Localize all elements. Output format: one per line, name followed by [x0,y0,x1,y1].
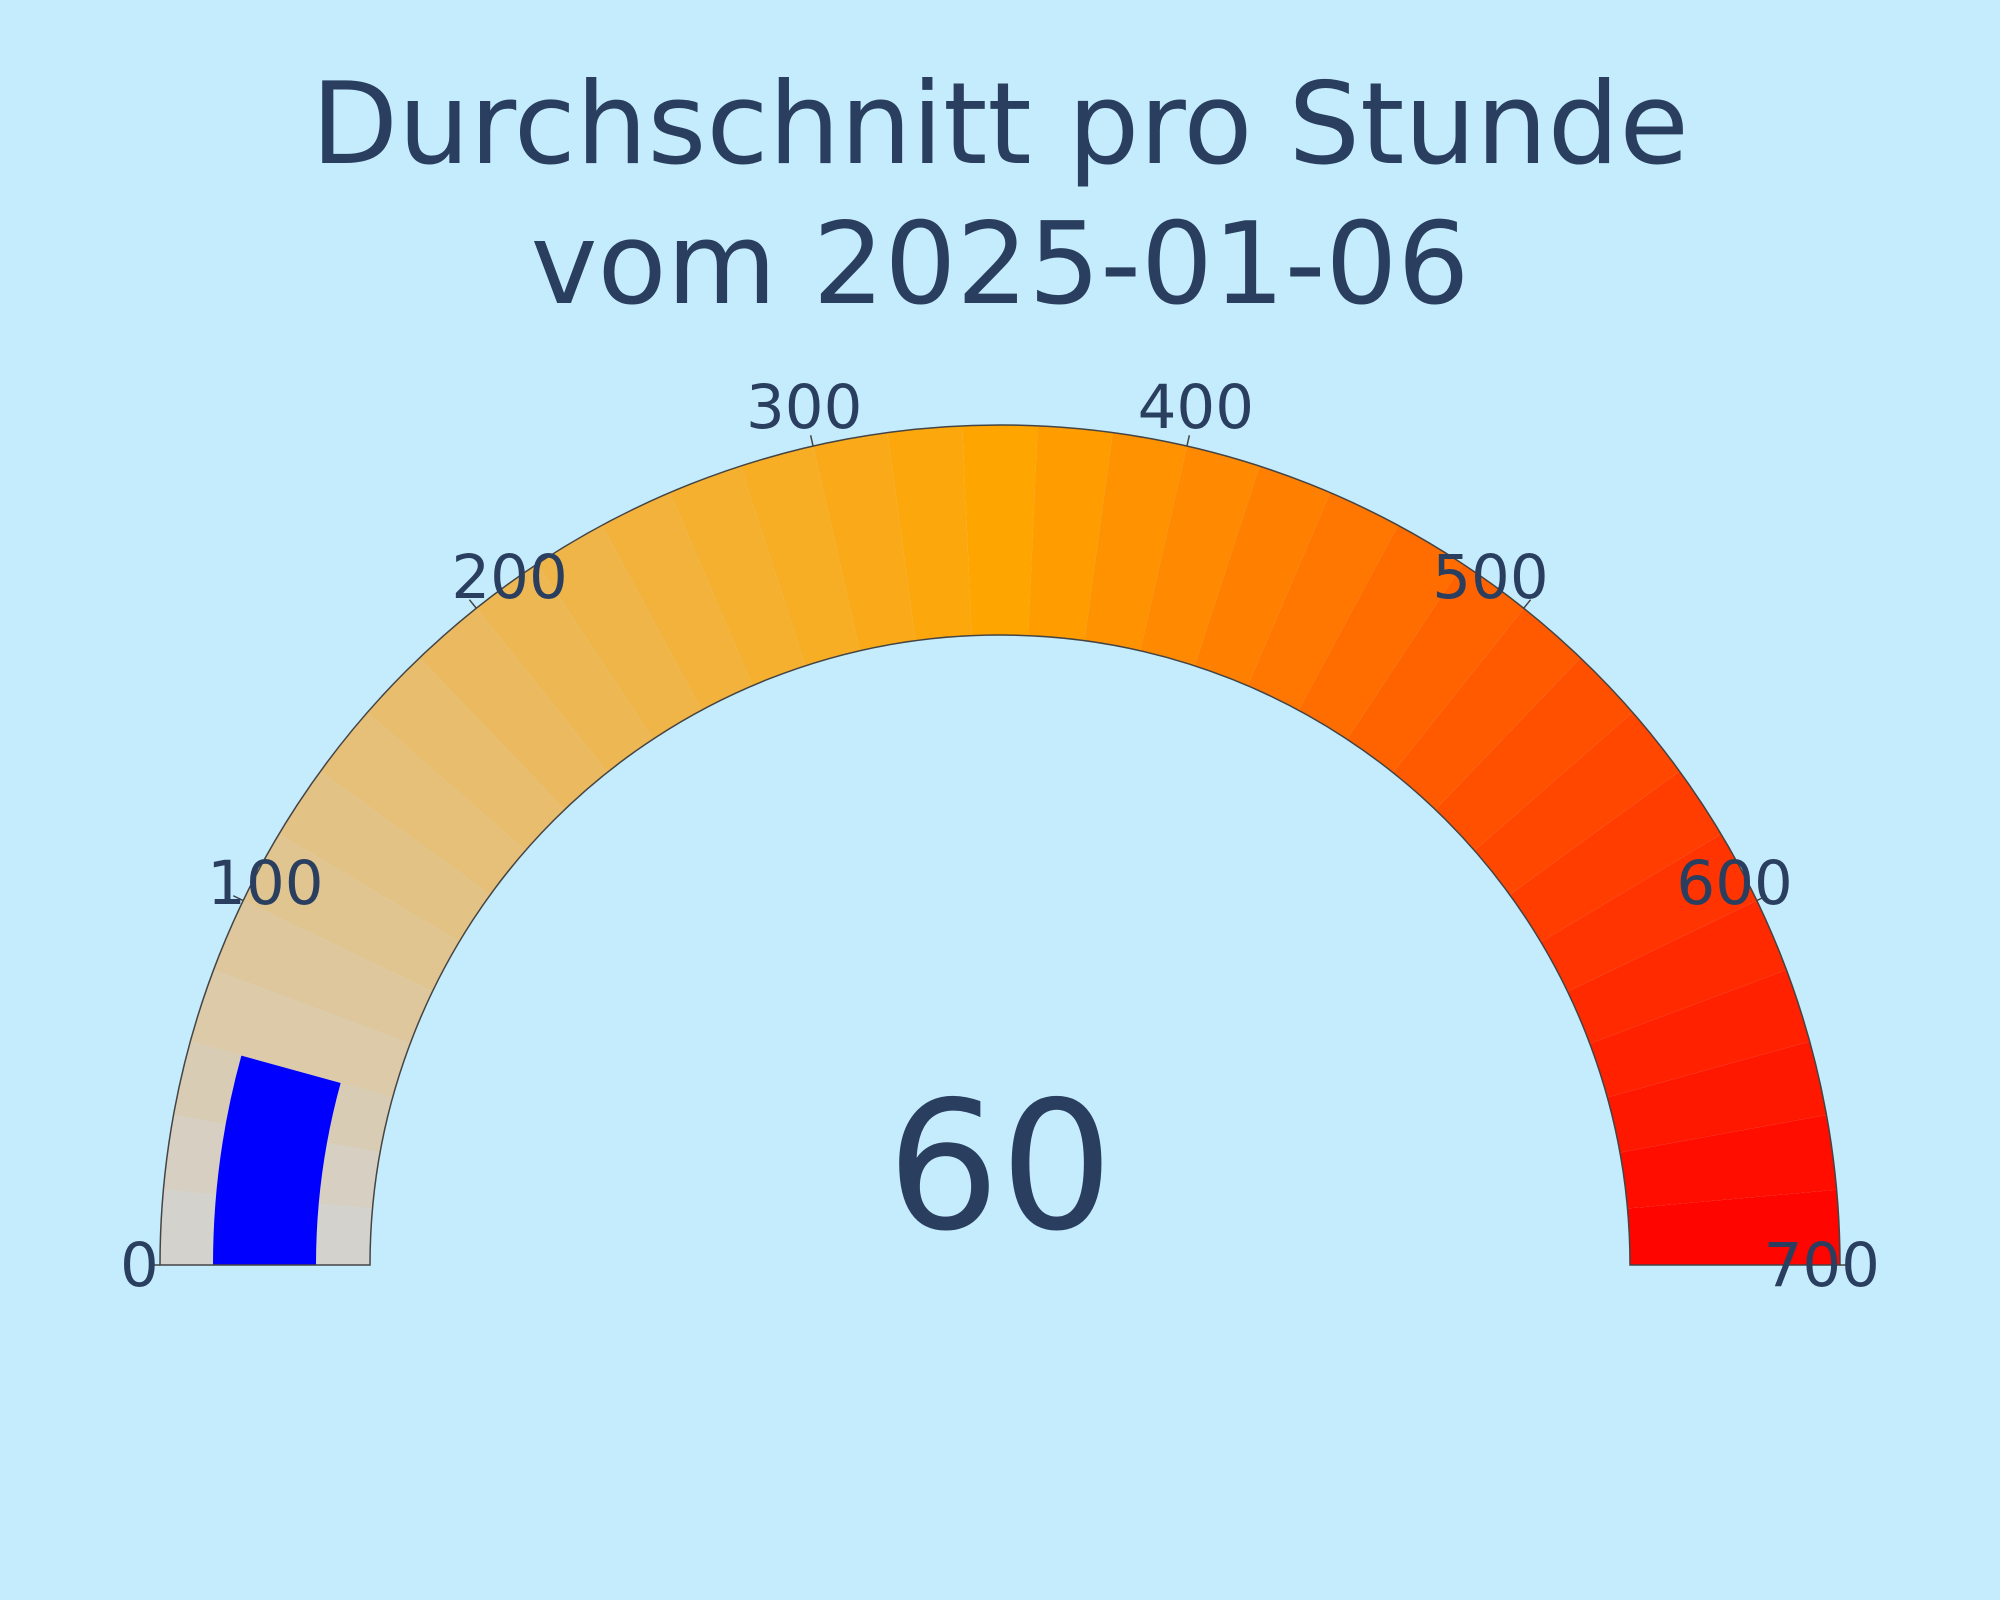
tick-label-300: 300 [746,372,862,443]
gauge-step-16 [887,425,972,641]
gauge-step-17 [962,425,1038,636]
tick-mark-200 [468,599,477,609]
gauge-color-steps [160,425,1840,1265]
gauge-step-32 [1607,1041,1827,1153]
gauge-step-34 [1627,1189,1840,1265]
gauge-step-5 [243,834,460,992]
gauge-axis: 0 100 200 300 400 500 600 700 [120,372,1880,1301]
gauge-step-33 [1619,1115,1837,1209]
tick-label-200: 200 [451,542,567,613]
gauge-step-15 [813,432,916,651]
gauge-step-21 [1194,466,1331,686]
gauge-step-27 [1474,712,1680,895]
gauge-step-26 [1435,657,1633,851]
gauge-step-18 [1028,425,1113,641]
gauge-step-11 [537,525,702,740]
gauge-step-28 [1509,771,1722,942]
tick-mark-400 [1186,435,1191,447]
gauge-border [159,424,1841,1266]
gauge-step-9 [419,608,608,810]
gauge-step-14 [740,446,860,666]
tick-mark-500 [1523,599,1532,609]
gauge-step-25 [1392,608,1581,810]
tick-mark-300 [809,435,814,447]
gauge-step-29 [1540,834,1757,992]
gauge-step-20 [1140,446,1260,666]
gauge-step-31 [1589,969,1810,1098]
gauge-step-30 [1567,900,1787,1044]
tick-label-400: 400 [1138,372,1254,443]
tick-label-100: 100 [207,848,323,919]
gauge-value-number: 60 [887,1063,1114,1270]
gauge-step-19 [1084,432,1187,651]
gauge-step-24 [1347,563,1524,773]
tick-label-0: 0 [120,1230,159,1301]
chart-title: Durchschnitt pro Stunde vom 2025-01-06 [311,58,1689,330]
tick-label-600: 600 [1676,848,1792,919]
gauge-step-23 [1298,525,1463,740]
gauge-step-10 [476,563,653,773]
title-line-1: Durchschnitt pro Stunde [311,58,1689,190]
tick-mark-100 [232,895,244,902]
gauge-step-4 [213,900,433,1044]
tick-label-500: 500 [1432,542,1548,613]
gauge-bar-fill [213,1055,341,1265]
gauge-step-12 [601,492,753,711]
title-line-2: vom 2025-01-06 [531,198,1470,330]
gauge-step-7 [320,712,526,895]
gauge-step-3 [190,969,411,1098]
tick-mark-600 [1756,895,1768,902]
gauge-outline [159,424,1841,1266]
tick-label-700: 700 [1764,1230,1880,1301]
gauge-step-22 [1247,492,1399,711]
gauge-step-6 [278,771,491,942]
gauge-step-13 [669,466,806,686]
gauge-step-8 [367,657,565,851]
gauge-value-bar [213,1055,341,1265]
